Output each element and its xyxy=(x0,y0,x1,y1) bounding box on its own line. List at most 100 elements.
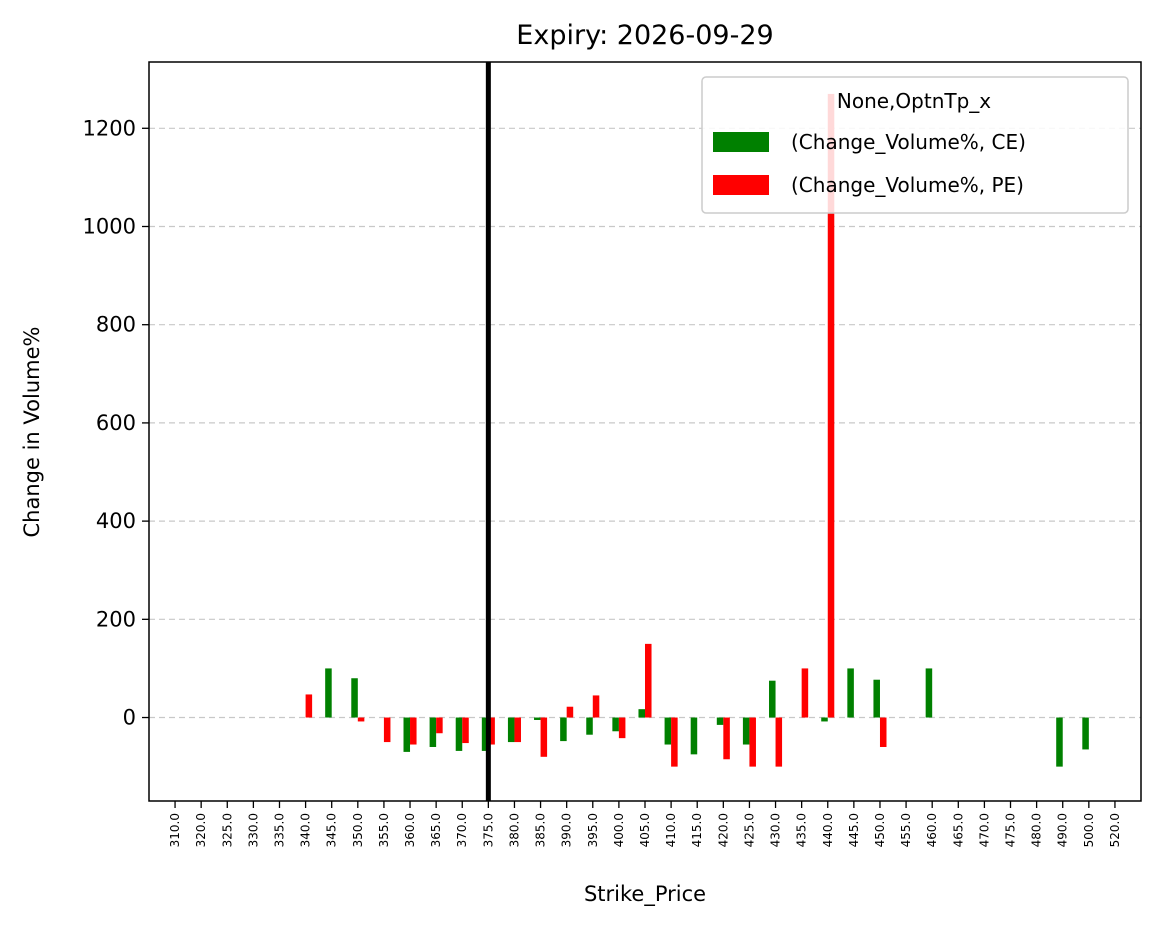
bar-ce-370.0 xyxy=(455,717,463,751)
bar-pe-390.0 xyxy=(566,706,574,718)
bar-pe-370.0 xyxy=(462,717,469,744)
x-tick-label: 350.0 xyxy=(351,813,365,847)
x-tick-label: 450.0 xyxy=(873,813,887,847)
x-tick-label: 425.0 xyxy=(742,813,756,847)
bar-pe-340.0 xyxy=(305,694,313,718)
x-tick-label: 360.0 xyxy=(403,813,417,847)
bar-pe-360.0 xyxy=(410,717,417,745)
x-tick-label: 365.0 xyxy=(429,813,443,847)
bar-pe-385.0 xyxy=(540,717,548,757)
y-tick-label: 800 xyxy=(96,313,136,337)
x-tick-label: 370.0 xyxy=(455,813,469,847)
bar-ce-345.0 xyxy=(325,668,332,718)
bar-pe-405.0 xyxy=(645,643,652,718)
bar-pe-440.0 xyxy=(827,93,835,718)
bar-pe-420.0 xyxy=(723,717,730,760)
bar-ce-365.0 xyxy=(429,717,437,747)
x-tick-label: 380.0 xyxy=(507,813,521,847)
plot-frame xyxy=(148,61,1142,802)
bar-ce-385.0 xyxy=(534,717,541,720)
bar-ce-430.0 xyxy=(769,680,776,718)
x-tick-label: 400.0 xyxy=(612,813,626,847)
bar-pe-430.0 xyxy=(775,717,783,767)
y-tick-label: 200 xyxy=(96,607,136,631)
legend: None,OptnTp_x (Change_Volume%, CE) (Chan… xyxy=(701,76,1129,214)
bar-ce-360.0 xyxy=(403,717,411,752)
x-tick-label: 415.0 xyxy=(690,813,704,847)
bar-pe-435.0 xyxy=(801,668,809,718)
x-tick-label: 320.0 xyxy=(194,813,208,847)
bar-ce-425.0 xyxy=(742,717,750,745)
bar-ce-500.0 xyxy=(1082,717,1089,750)
x-tick-label: 385.0 xyxy=(534,813,548,847)
x-tick-label: 405.0 xyxy=(638,813,652,847)
x-tick-label: 310.0 xyxy=(168,813,182,847)
chart-title: Expiry: 2026-09-29 xyxy=(516,20,773,51)
bar-pe-400.0 xyxy=(618,717,626,739)
y-tick-label: 0 xyxy=(123,706,136,730)
legend-swatch-ce xyxy=(713,132,769,152)
bar-ce-410.0 xyxy=(664,717,672,745)
bar-pe-380.0 xyxy=(514,717,521,743)
x-tick-label: 375.0 xyxy=(481,813,495,847)
legend-label-ce: (Change_Volume%, CE) xyxy=(791,130,1026,154)
x-tick-label: 340.0 xyxy=(299,813,313,847)
bar-pe-355.0 xyxy=(383,717,391,743)
bar-pe-425.0 xyxy=(749,717,756,767)
x-tick-label: 335.0 xyxy=(272,813,286,847)
y-tick-label: 1000 xyxy=(83,214,136,238)
x-tick-label: 460.0 xyxy=(925,813,939,847)
x-tick-label: 410.0 xyxy=(664,813,678,847)
x-tick-label: 490.0 xyxy=(1056,813,1070,847)
legend-label-pe: (Change_Volume%, PE) xyxy=(791,173,1024,197)
y-tick-label: 400 xyxy=(96,509,136,533)
y-tick-label: 1200 xyxy=(83,116,136,140)
bar-ce-490.0 xyxy=(1056,717,1063,767)
legend-swatch-pe xyxy=(713,175,769,195)
x-tick-label: 355.0 xyxy=(377,813,391,847)
x-tick-label: 330.0 xyxy=(246,813,260,847)
legend-box xyxy=(701,76,1129,214)
x-tick-label: 345.0 xyxy=(325,813,339,847)
bar-pe-375.0 xyxy=(488,717,495,745)
bar-ce-460.0 xyxy=(925,668,933,718)
y-tick-label: 600 xyxy=(96,411,136,435)
x-tick-label: 520.0 xyxy=(1108,813,1122,847)
bars xyxy=(305,93,1089,767)
bar-ce-390.0 xyxy=(560,717,567,742)
x-tick-label: 475.0 xyxy=(1004,813,1018,847)
x-tick-label: 470.0 xyxy=(977,813,991,847)
x-tick-label: 445.0 xyxy=(847,813,861,847)
y-axis-label: Change in Volume% xyxy=(20,327,44,538)
x-tick-label: 430.0 xyxy=(769,813,783,847)
bar-ce-420.0 xyxy=(716,717,724,725)
x-tick-label: 455.0 xyxy=(899,813,913,847)
bar-pe-395.0 xyxy=(592,695,600,718)
gridlines xyxy=(149,127,1141,719)
y-ticks: 0 200 400 600 800 1000 1200 xyxy=(83,116,149,730)
bar-ce-400.0 xyxy=(612,717,619,732)
x-tick-label: 420.0 xyxy=(716,813,730,847)
x-axis-label: Strike_Price xyxy=(584,882,706,907)
bar-ce-375.0 xyxy=(481,717,489,751)
bar-pe-365.0 xyxy=(436,717,443,734)
bar-ce-415.0 xyxy=(690,717,698,755)
bar-pe-450.0 xyxy=(879,717,887,747)
x-tick-label: 500.0 xyxy=(1082,813,1096,847)
bar-ce-395.0 xyxy=(586,717,593,735)
x-tick-label: 480.0 xyxy=(1030,813,1044,847)
bar-ce-440.0 xyxy=(821,717,828,722)
x-ticks: 310.0 320.0 325.0 330.0 335.0 340.0 345.0 350.0… xyxy=(168,801,1122,847)
x-tick-label: 390.0 xyxy=(560,813,574,847)
legend-title: None,OptnTp_x xyxy=(837,89,991,113)
x-tick-label: 465.0 xyxy=(951,813,965,847)
bar-pe-410.0 xyxy=(671,717,678,767)
bar-ce-380.0 xyxy=(507,717,515,743)
bar-ce-405.0 xyxy=(638,709,645,718)
x-tick-label: 435.0 xyxy=(795,813,809,847)
x-tick-label: 395.0 xyxy=(586,813,600,847)
bar-ce-445.0 xyxy=(847,668,854,718)
x-tick-label: 325.0 xyxy=(220,813,234,847)
bar-ce-450.0 xyxy=(873,679,880,718)
